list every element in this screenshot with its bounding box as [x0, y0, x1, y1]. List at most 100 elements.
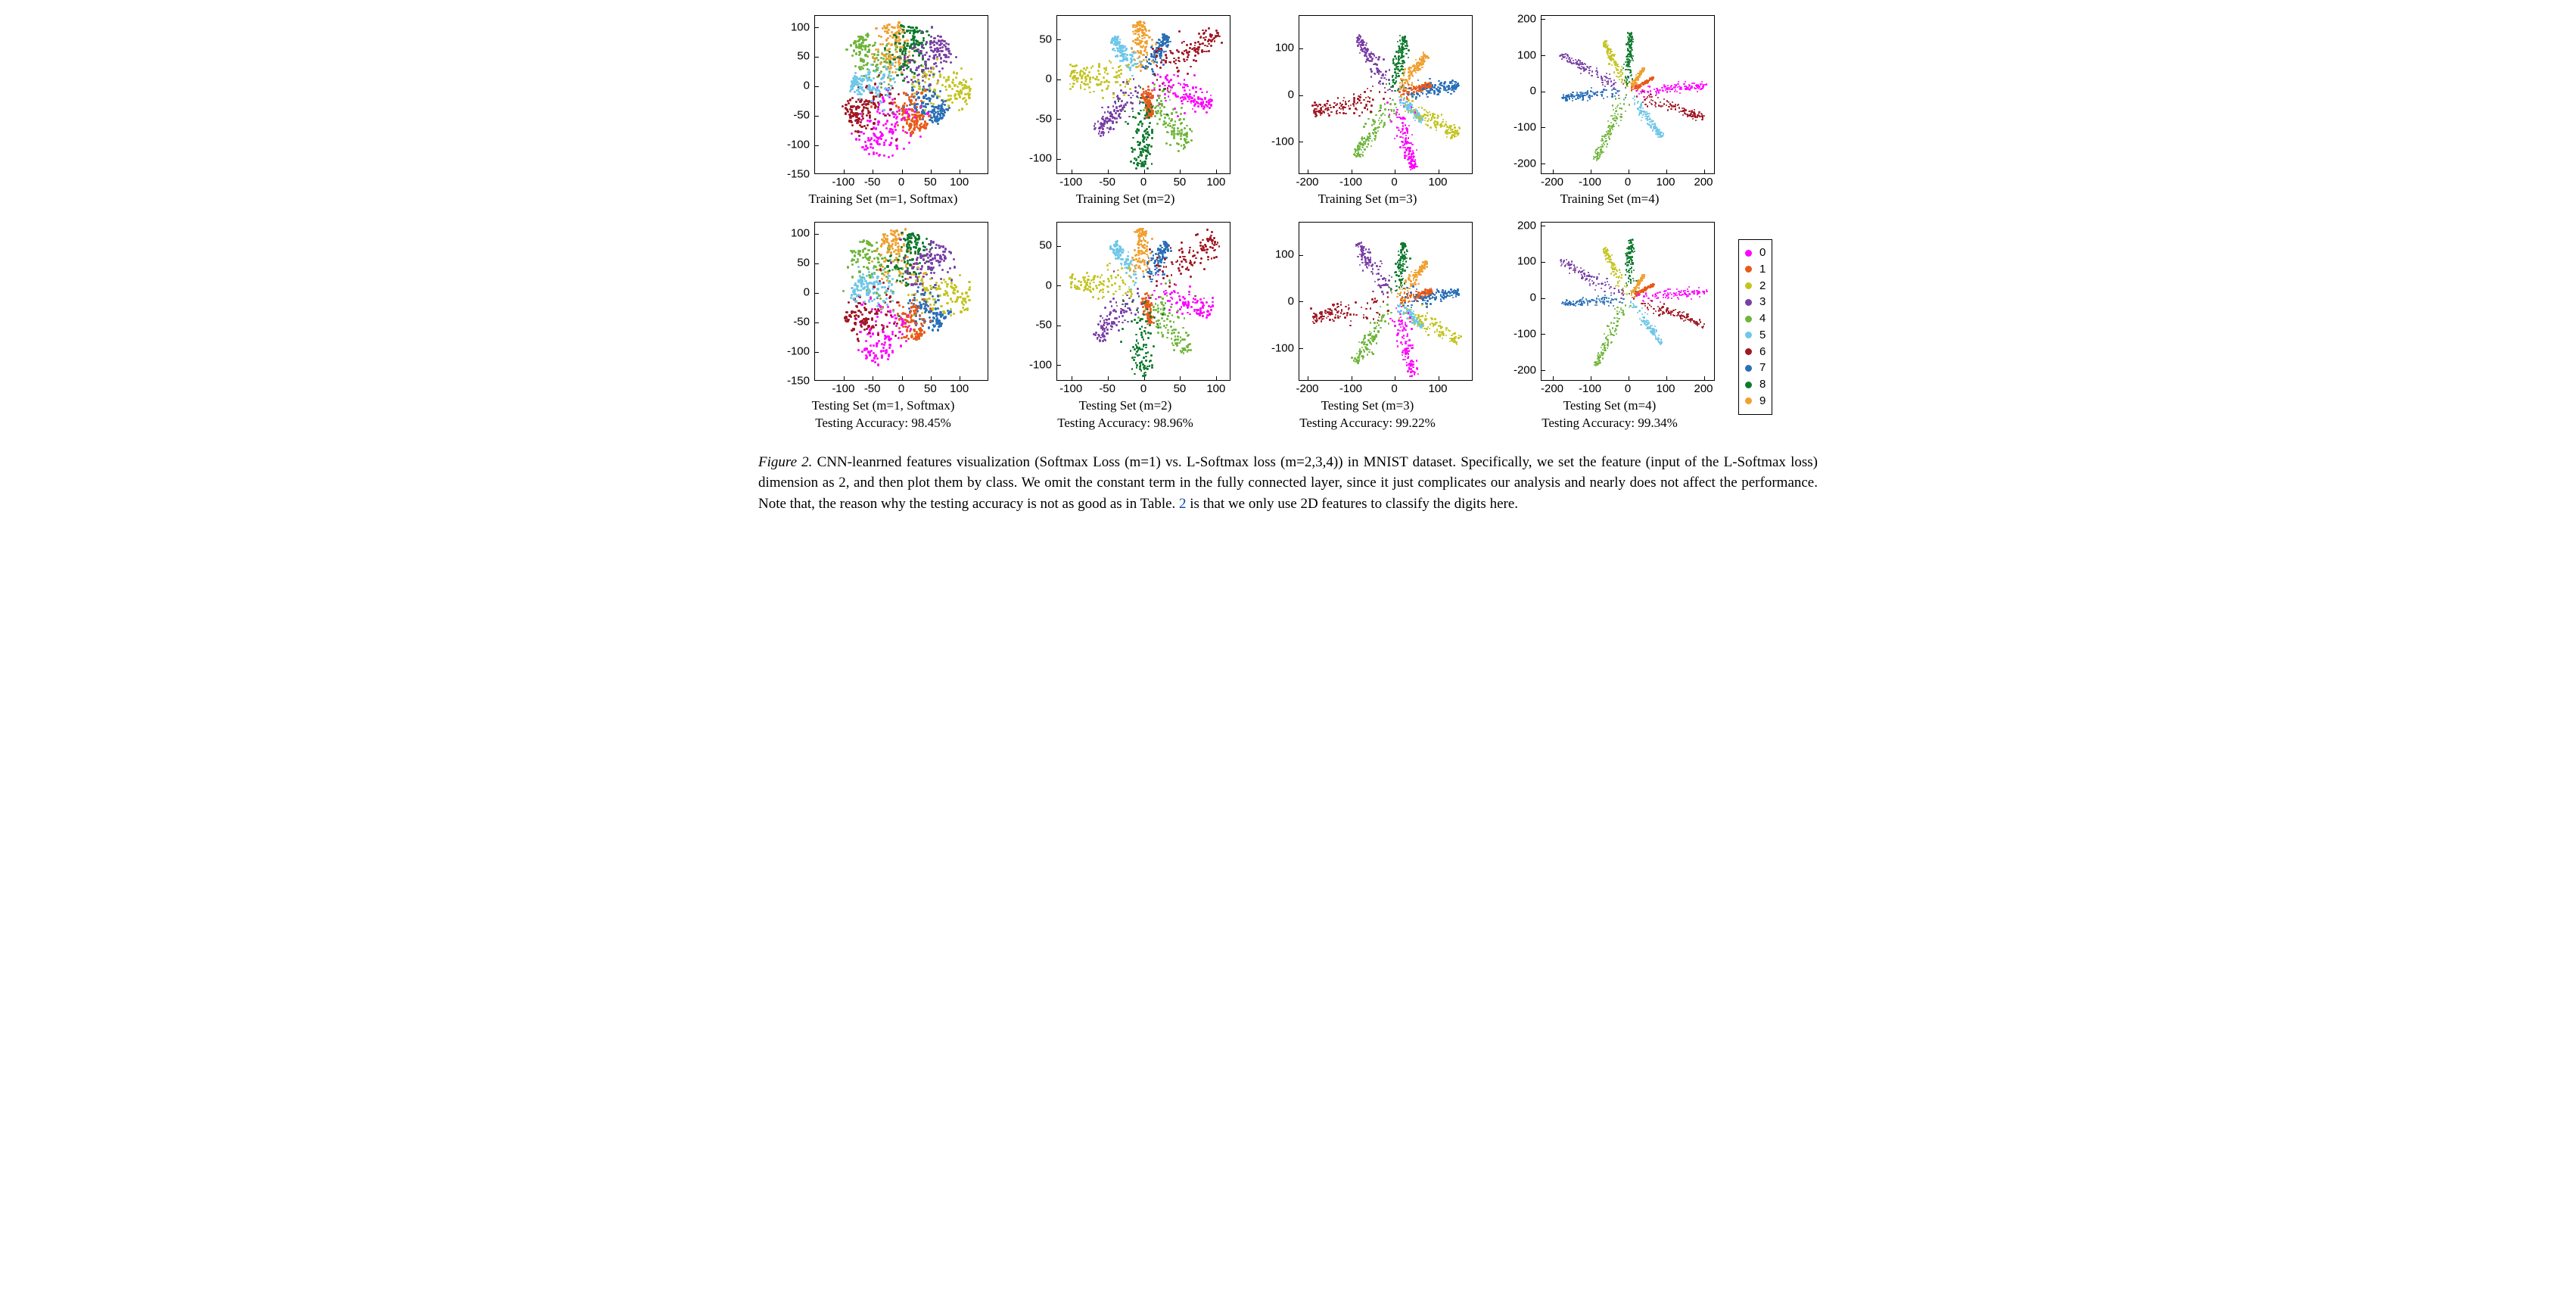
- panel-subtitle: Testing Set (m=1, Softmax)Testing Accura…: [812, 397, 955, 432]
- y-tick-label: -100: [778, 345, 810, 358]
- x-axis: -200 -100 0 100: [1299, 174, 1473, 191]
- y-tick-label: 0: [778, 79, 810, 92]
- x-tick-label: 100: [950, 176, 969, 189]
- x-tick-label: -100: [832, 382, 854, 395]
- legend-dot-icon: [1745, 332, 1752, 338]
- x-tick-label: -100: [1579, 382, 1601, 395]
- y-tick-label: 200: [1504, 12, 1536, 25]
- x-axis: -100-50050100: [814, 174, 988, 191]
- plot-area: [1056, 222, 1230, 381]
- legend-label: 6: [1759, 344, 1766, 360]
- y-axis: -200-1000100200: [1504, 222, 1541, 381]
- y-tick-label: 100: [778, 20, 810, 33]
- table-ref-link[interactable]: 2: [1179, 496, 1187, 512]
- panel-accuracy: Testing Accuracy: 98.96%: [1057, 415, 1193, 432]
- panel-accuracy: Testing Accuracy: 99.34%: [1542, 415, 1678, 432]
- x-tick-label: 200: [1694, 382, 1713, 395]
- plot-area: [1541, 222, 1715, 381]
- x-tick-label: -100: [1339, 176, 1362, 189]
- y-tick-label: -100: [1504, 120, 1536, 133]
- x-tick-label: 50: [1174, 176, 1187, 189]
- x-axis: -100-50050100: [1056, 174, 1230, 191]
- y-axis: -100 0 100: [1262, 15, 1299, 174]
- panel-subtitle: Training Set (m=2): [1076, 191, 1175, 208]
- legend-item: 8: [1745, 376, 1766, 393]
- x-tick-label: -100: [1059, 176, 1082, 189]
- y-tick-label: 0: [1020, 73, 1052, 86]
- panel-title: Testing Set (m=2): [1057, 397, 1193, 415]
- legend-label: 9: [1759, 393, 1766, 410]
- y-tick-label: -50: [778, 109, 810, 122]
- panel-accuracy: Testing Accuracy: 99.22%: [1299, 415, 1436, 432]
- y-tick-label: -100: [1020, 152, 1052, 165]
- panel-subtitle: Testing Set (m=4)Testing Accuracy: 99.34…: [1542, 397, 1678, 432]
- plot-area: [1299, 15, 1473, 174]
- y-tick-label: 0: [1262, 89, 1294, 101]
- x-tick-label: -100: [832, 176, 854, 189]
- y-tick-label: 50: [778, 257, 810, 270]
- panel-title: Testing Set (m=4): [1542, 397, 1678, 415]
- y-axis: -150-100-50050100: [778, 15, 814, 174]
- legend-label: 4: [1759, 310, 1766, 327]
- x-tick-label: 0: [1625, 382, 1631, 395]
- y-tick-label: 0: [1504, 291, 1536, 304]
- scatter-panel: -150-100-50050100-100-50050100Testing Se…: [770, 222, 997, 432]
- class-legend: 0123456789: [1738, 239, 1772, 415]
- scatter-panel: -1000100-200-1000100Testing Set (m=3)Tes…: [1254, 222, 1481, 432]
- x-axis: -100-50050100: [1056, 381, 1230, 397]
- legend-dot-icon: [1745, 382, 1752, 388]
- y-axis: -200 -100 0 100 200: [1504, 15, 1541, 174]
- legend-label: 5: [1759, 327, 1766, 344]
- panel-title: Training Set (m=1, Softmax): [809, 191, 958, 208]
- scatter-panel: -100-50050-100-50050100Training Set (m=2…: [1012, 15, 1239, 208]
- y-tick-label: 100: [1262, 42, 1294, 55]
- x-tick-label: 200: [1694, 176, 1713, 189]
- x-tick-label: 0: [1391, 176, 1397, 189]
- x-axis: -200-1000100200: [1541, 381, 1715, 397]
- scatter-panel: -150-100-50050100-100-50050100Training S…: [770, 15, 997, 208]
- legend-dot-icon: [1745, 250, 1752, 257]
- panel-subtitle: Training Set (m=1, Softmax): [809, 191, 958, 208]
- legend-label: 3: [1759, 294, 1766, 310]
- legend-item: 0: [1745, 245, 1766, 261]
- x-tick-label: -200: [1296, 382, 1318, 395]
- legend-spacer: [1738, 15, 1806, 208]
- legend-dot-icon: [1745, 397, 1752, 404]
- legend-dot-icon: [1745, 348, 1752, 355]
- y-tick-label: 100: [1504, 48, 1536, 61]
- legend-item: 7: [1745, 360, 1766, 376]
- x-tick-label: -200: [1296, 176, 1318, 189]
- y-tick-label: -100: [1262, 135, 1294, 148]
- x-tick-label: 0: [1140, 176, 1146, 189]
- y-tick-label: -100: [1504, 327, 1536, 340]
- x-tick-label: 50: [924, 382, 937, 395]
- y-tick-label: -200: [1504, 157, 1536, 170]
- legend-item: 6: [1745, 344, 1766, 360]
- panel-subtitle: Testing Set (m=2)Testing Accuracy: 98.96…: [1057, 397, 1193, 432]
- legend-item: 3: [1745, 294, 1766, 310]
- figure-caption: Figure 2. CNN-leanrned features visualiz…: [758, 452, 1818, 515]
- y-tick-label: 0: [1504, 85, 1536, 98]
- x-tick-label: 100: [1428, 176, 1447, 189]
- legend-item: 1: [1745, 261, 1766, 278]
- plot-area: [1056, 15, 1230, 174]
- x-tick-label: 100: [950, 382, 969, 395]
- scatter-panel: -200-1000100200-200-1000100200Testing Se…: [1496, 222, 1723, 432]
- scatter-panel: -1000100-200-1000100Training Set (m=3): [1254, 15, 1481, 208]
- y-tick-label: 50: [778, 50, 810, 63]
- y-tick-label: 50: [1020, 33, 1052, 45]
- y-tick-label: -100: [778, 139, 810, 151]
- legend-item: 5: [1745, 327, 1766, 344]
- x-tick-label: -50: [864, 382, 881, 395]
- y-tick-label: 100: [778, 227, 810, 240]
- x-tick-label: -50: [1099, 176, 1115, 189]
- x-tick-label: 0: [898, 176, 904, 189]
- figure-page: -150-100-50050100-100-50050100Training S…: [728, 0, 1848, 544]
- x-tick-label: 0: [898, 382, 904, 395]
- x-tick-label: 100: [1206, 382, 1225, 395]
- panel-title: Testing Set (m=1, Softmax): [812, 397, 955, 415]
- y-tick-label: 200: [1504, 219, 1536, 232]
- legend-dot-icon: [1745, 282, 1752, 289]
- x-tick-label: -100: [1579, 176, 1601, 189]
- legend-item: 4: [1745, 310, 1766, 327]
